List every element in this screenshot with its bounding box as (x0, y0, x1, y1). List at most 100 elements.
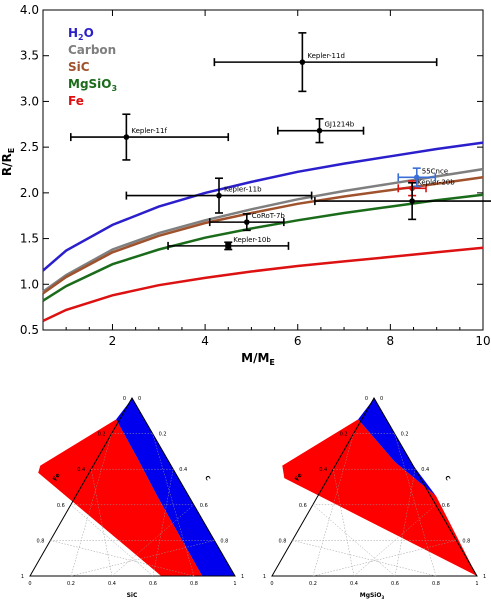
ternary-bottom-tick: 0.2 (309, 581, 317, 587)
data-point-55cnce: 55Cnce (397, 167, 448, 188)
data-point-corot-7b: CoRoT-7b (208, 212, 285, 232)
legend-item-fe: Fe (68, 94, 84, 108)
x-tick-label: 8 (387, 334, 395, 348)
ternary-right-label: C (203, 475, 212, 483)
point-label: Kepler-11d (307, 52, 345, 60)
point-marker (413, 174, 420, 181)
ternary-gridline (292, 540, 437, 577)
ternary-left-tick: 0.2 (340, 432, 348, 438)
y-tick-label: 4.0 (20, 3, 39, 17)
ternary-region-red (38, 419, 203, 576)
ternary-left-tick: 0.4 (77, 467, 85, 473)
ternary-gridline (152, 469, 174, 577)
ternary-right-tick: 0.6 (200, 503, 208, 509)
point-marker (243, 219, 250, 225)
curve-mgsio3 (42, 193, 484, 302)
ternary-gridline (332, 469, 355, 577)
ternary-gridline (70, 504, 154, 577)
data-point-kepler-11f: Kepler-11f (69, 113, 230, 161)
ternary-bottom-tick: 0.8 (190, 581, 198, 587)
point-label: GJ1214b (325, 121, 355, 129)
ternary-right-tick: 0 (380, 396, 383, 402)
ternary-outline (29, 396, 236, 577)
ternary-right-tick: 1 (483, 574, 486, 580)
ternary-right-label: C (443, 475, 452, 483)
curve-fe (42, 246, 484, 323)
ternary-bottom-tick: 0.8 (432, 581, 440, 587)
point-label: 55Cnce (422, 167, 448, 175)
point-label: Kepler-10b (233, 236, 271, 244)
ternary-right-tick: 0.8 (462, 538, 470, 544)
ternary-grid (29, 396, 236, 577)
curve-h2o (42, 141, 484, 272)
data-point-gj1214b: GJ1214b (277, 118, 365, 144)
y-tick-label: 3.5 (20, 49, 39, 63)
ternary-right-tick: 0.8 (220, 538, 228, 544)
y-axis-label: R/RE (0, 148, 16, 176)
ternary-left-tick: 0 (123, 396, 126, 402)
point-marker (225, 242, 232, 249)
x-axis-label-sub: E (269, 358, 274, 367)
ternary-gridline (50, 540, 195, 577)
axes: 2 4 6 8 10 0.5 1.0 1.5 2.0 2.5 3.0 3.5 4.0 (20, 3, 491, 348)
y-axis-label-sub: E (7, 148, 16, 153)
ternary-regions (38, 398, 235, 576)
x-axis-label: M/ME (241, 351, 275, 367)
ternary-ticks: 0 0.2 0.4 0.6 0.8 110.80.60.40.20 00.20.40.60.… (21, 396, 244, 587)
y-tick-label: 2.5 (20, 140, 39, 154)
ternary-sic-fe-c: 0 0.2 0.4 0.6 0.8 110.80.60.40.20 00.20.40.60.… (21, 396, 244, 599)
ternary-left-tick: 0.8 (36, 538, 44, 544)
point-marker (216, 192, 222, 199)
ternary-gridline (312, 540, 457, 577)
ternary-right-tick: 0.4 (179, 467, 187, 473)
ternary-left-tick: 1 (21, 574, 24, 580)
point-label: Kepler-11b (224, 186, 262, 194)
ternary-gridline (394, 433, 437, 577)
y-tick-label: 1.5 (20, 232, 39, 246)
ternary-region-blue (116, 398, 235, 576)
ternary-gridline (90, 469, 113, 577)
ternary-left-label: Fe (294, 472, 304, 482)
point-marker (123, 134, 130, 140)
x-tick-label: 2 (109, 334, 117, 348)
curve-carbon (42, 167, 484, 293)
ternary-left-tick: 0.8 (278, 538, 286, 544)
ternary-outline (271, 396, 478, 577)
data-point-5 (314, 182, 491, 221)
ternary-left-tick: 0.6 (299, 503, 307, 509)
point-label: Kepler-11f (131, 127, 167, 135)
ternary-gridline (312, 433, 354, 577)
ternary-bottom-tick: 1 (233, 581, 236, 587)
x-tick-label: 6 (294, 334, 302, 348)
ternary-bottom-tick: 0.2 (67, 581, 75, 587)
ternary-right-tick: 0.4 (421, 467, 429, 473)
ternary-bottom-tick: 0.6 (391, 581, 399, 587)
ternary-right-tick: 0.2 (159, 432, 167, 438)
ternary-gridline (152, 433, 195, 577)
ternary-left-tick: 0 (365, 396, 368, 402)
ternary-bottom-tick: 0.6 (149, 581, 157, 587)
point-group: Kepler-11d GJ1214b Kepler-11f 55Cnce Kepler-… (69, 32, 491, 251)
ternary-bottom-tick: 0 (28, 581, 31, 587)
y-tick-label: 2.0 (20, 186, 39, 200)
ternary-left-tick: 0.6 (57, 503, 65, 509)
ternary-bottom-tick: 0.4 (350, 581, 358, 587)
ternary-right-tick: 1 (241, 574, 244, 580)
ternary-mgsio3-fe-c: 0 0.2 0.4 0.6 0.8 110.80.60.40.20 00.20.40.60.… (263, 396, 486, 600)
ternary-bottom-tick: 1 (475, 581, 478, 587)
data-point-kepler-11d: Kepler-11d (213, 32, 438, 93)
x-tick-label: 10 (475, 334, 490, 348)
ternary-left-tick: 1 (263, 574, 266, 580)
ternary-right-tick: 0.6 (442, 503, 450, 509)
ternary-gridline (70, 540, 215, 577)
ternary-region-red (282, 419, 477, 576)
ternary-gridline (394, 469, 416, 577)
ternary-right-tick: 0.2 (401, 432, 409, 438)
ternary-gridline (70, 433, 112, 577)
ternary-bottom-tick: 0.4 (108, 581, 116, 587)
data-point-kepler-11b: Kepler-11b (125, 177, 313, 214)
ternary-ticks: 0 0.2 0.4 0.6 0.8 110.80.60.40.20 00.20.40.60.… (263, 396, 486, 587)
x-tick-label: 4 (201, 334, 209, 348)
